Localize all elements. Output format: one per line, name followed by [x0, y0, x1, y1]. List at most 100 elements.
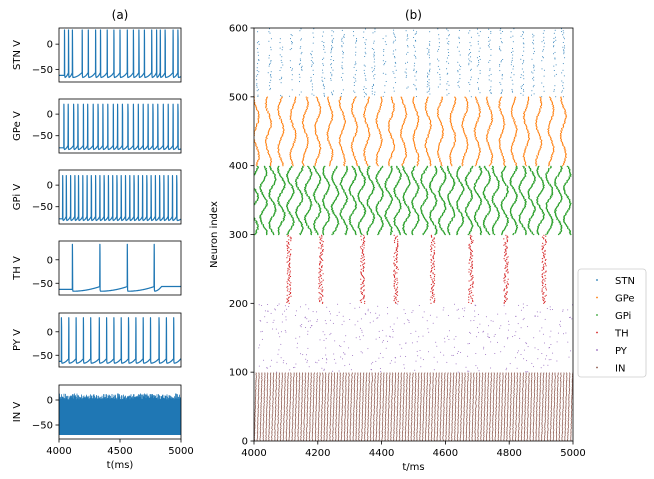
- spike-dot: [303, 128, 306, 130]
- spike-dot: [270, 38, 272, 40]
- spike-dot: [364, 56, 366, 57]
- spike-dot: [407, 37, 409, 39]
- spike-dot: [498, 100, 500, 102]
- spike-dot: [344, 162, 346, 164]
- spike-dot: [327, 136, 329, 138]
- spike-dot: [541, 139, 543, 141]
- spike-dot: [258, 151, 260, 154]
- spike-dot: [533, 84, 535, 86]
- spike-dot: [438, 48, 440, 50]
- spike-dot: [531, 58, 533, 60]
- spike-dot: [429, 62, 431, 64]
- spike-dot: [474, 131, 476, 133]
- spike-dot: [442, 134, 444, 136]
- spike-dot: [269, 87, 271, 89]
- spike-dot: [342, 42, 344, 44]
- spike-dot: [437, 154, 439, 156]
- spike-dot: [428, 132, 430, 135]
- spike-dot: [533, 53, 535, 55]
- spike-dot: [300, 46, 302, 48]
- spike-dot: [379, 146, 381, 148]
- spike-dot: [464, 136, 467, 138]
- spike-dot: [307, 139, 309, 141]
- spike-dot: [351, 103, 353, 105]
- spike-dot: [563, 51, 565, 53]
- spike-dot: [563, 149, 566, 151]
- spike-dot: [386, 208, 389, 210]
- spike-dot: [383, 64, 385, 66]
- spike-dot: [257, 94, 259, 96]
- spike-dot: [394, 56, 396, 57]
- spike-dot: [336, 224, 339, 226]
- spike-dot: [523, 46, 525, 48]
- spike-dot: [354, 134, 356, 136]
- spike-dot: [376, 155, 378, 157]
- spike-dot: [528, 131, 530, 133]
- spike-dot: [511, 52, 512, 53]
- spike-dot: [362, 37, 364, 38]
- spike-dot: [379, 132, 381, 135]
- spike-dot: [416, 161, 418, 163]
- spike-dot: [364, 72, 366, 74]
- spike-dot: [532, 78, 534, 80]
- spike-dot: [469, 42, 471, 44]
- spike-dot: [561, 127, 563, 130]
- spike-dot: [561, 165, 564, 167]
- spike-dot: [500, 151, 502, 154]
- spike-dot: [380, 140, 382, 142]
- spike-dot: [340, 96, 342, 98]
- spike-dot: [548, 165, 550, 167]
- spike-dot: [331, 48, 332, 50]
- spike-dot: [405, 68, 407, 70]
- spike-dot: [371, 86, 373, 88]
- spike-dot: [356, 38, 357, 39]
- spike-dot: [406, 87, 408, 89]
- spike-dot: [268, 65, 270, 67]
- spike-dot: [488, 126, 491, 128]
- spike-dot: [393, 142, 395, 144]
- spike-dot: [294, 129, 296, 131]
- spike-dot: [511, 57, 513, 59]
- spike-dot: [356, 165, 358, 167]
- spike-dot: [363, 64, 365, 66]
- spike-dot: [292, 68, 293, 70]
- spike-dot: [354, 132, 356, 135]
- spike-dot: [375, 159, 377, 161]
- spike-dot: [437, 86, 439, 88]
- spike-dot: [564, 157, 566, 159]
- spike-dot: [257, 54, 259, 56]
- spike-dot: [539, 96, 541, 98]
- spike-dot: [378, 128, 380, 130]
- spike-dot: [251, 181, 252, 182]
- spike-dot: [562, 145, 565, 147]
- spike-dot: [451, 165, 453, 167]
- spike-dot: [368, 205, 370, 208]
- spike-dot: [499, 146, 501, 148]
- spike-dot: [412, 139, 415, 141]
- spike-dot: [539, 146, 542, 148]
- spike-dot: [390, 155, 392, 157]
- spike-dot: [429, 128, 431, 130]
- spike-dot: [343, 37, 345, 38]
- spike-dot: [300, 53, 302, 55]
- spike-dot: [415, 96, 417, 97]
- spike-dot: [280, 78, 282, 80]
- spike-dot: [417, 120, 419, 122]
- spike-dot: [552, 104, 555, 106]
- spike-dot: [562, 42, 564, 43]
- spike-dot: [427, 75, 429, 77]
- spike-dot: [414, 75, 416, 77]
- spike-dot: [290, 67, 292, 68]
- spike-dot: [565, 112, 567, 114]
- spike-dot: [511, 88, 513, 90]
- spike-dot: [487, 141, 489, 144]
- spike-dot: [341, 129, 343, 131]
- spike-dot: [392, 138, 394, 140]
- spike-dot: [564, 148, 566, 150]
- spike-dot: [561, 80, 563, 82]
- spike-dot: [270, 71, 272, 73]
- spike-dot: [270, 127, 272, 129]
- spike-dot: [417, 183, 419, 185]
- spike-dot: [402, 165, 404, 168]
- spike-dot: [393, 50, 395, 52]
